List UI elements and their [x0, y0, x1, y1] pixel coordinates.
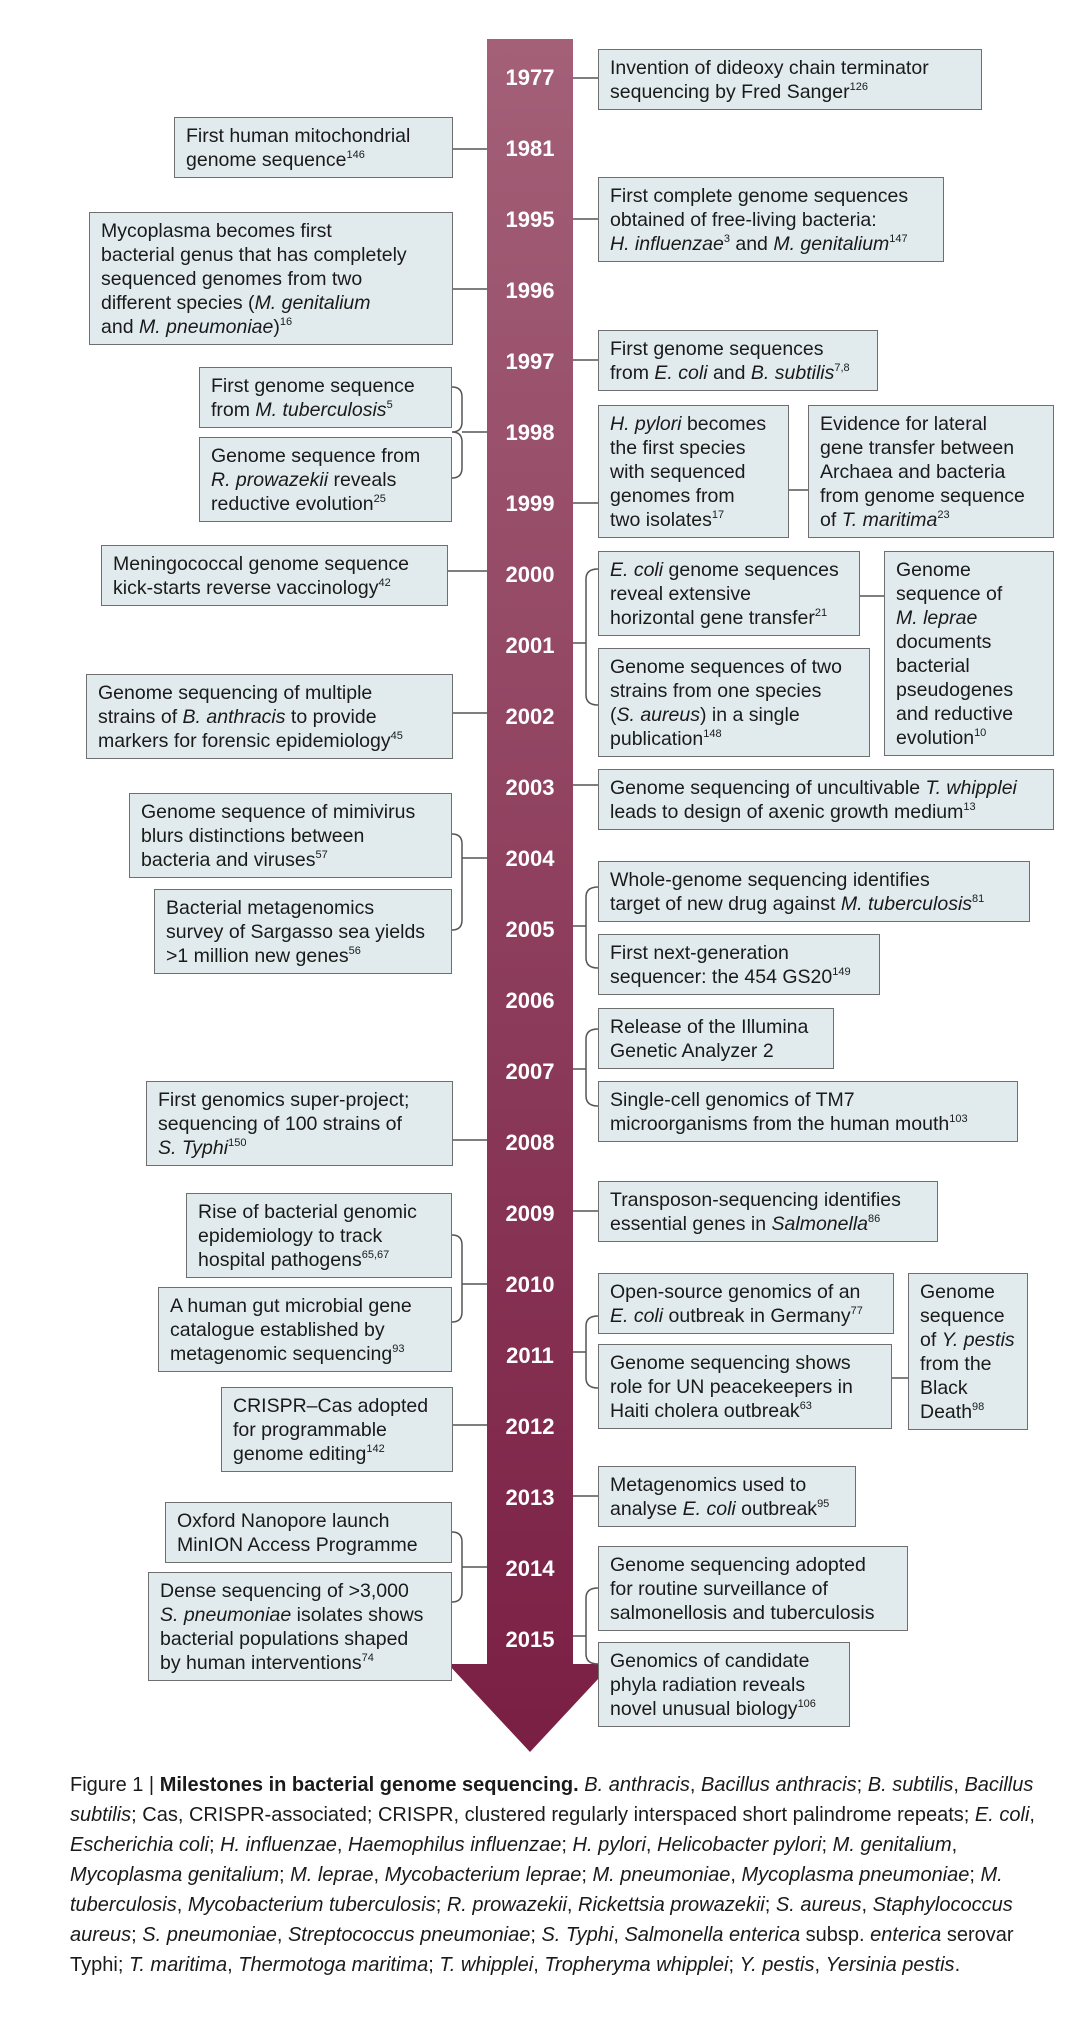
year-label: 2014 [505, 1556, 555, 1581]
abbreviation-entry: R. prowazekii, Rickettsia prowazekii; [446, 1894, 771, 1916]
abbreviation-entry: M. genitalium, Mycoplasma genitalium; [70, 1834, 958, 1886]
event-box-1995: First complete genome sequences obtained… [598, 177, 944, 262]
event-box-2008: First genomics super-project; sequencing… [146, 1081, 453, 1166]
event-box-2011-germany: Open-source genomics of an E. coli outbr… [598, 1273, 894, 1334]
event-box-2001-saureus: Genome sequences of two strains from one… [598, 648, 870, 757]
event-box-1977: Invention of dideoxy chain terminator se… [598, 49, 982, 110]
abbreviation-list: B. anthracis, Bacillus anthracis; B. sub… [70, 1774, 1035, 1976]
figure-number: Figure 1 | [70, 1774, 160, 1796]
abbreviation-entry: M. leprae, Mycobacterium leprae; [290, 1864, 587, 1886]
abbreviation-entry: Cas, CRISPR-associated; [142, 1804, 373, 1826]
abbreviation-entry: Y. pestis, Yersinia pestis. [739, 1954, 961, 1976]
year-label: 1981 [505, 136, 555, 161]
year-label: 2009 [505, 1201, 555, 1226]
abbreviation-entry: E. coli, Escherichia coli; [70, 1804, 1035, 1856]
year-label: 2002 [505, 704, 555, 729]
year-label: 1998 [505, 420, 555, 445]
event-box-2015-surveillance: Genome sequencing adopted for routine su… [598, 1546, 908, 1631]
event-box-2012: CRISPR–Cas adopted for programmable geno… [221, 1387, 453, 1472]
event-box-1999-pylori: H. pylori becomes the first species with… [598, 405, 789, 538]
event-box-1997: First genome sequences from E. coli and … [598, 330, 878, 391]
event-box-2001-leprae: Genome sequence of M. leprae documents b… [884, 551, 1054, 756]
year-label: 1999 [505, 491, 555, 516]
event-box-2002: Genome sequencing of multiple strains of… [86, 674, 453, 759]
abbreviation-entry: T. whipplei, Tropheryma whipplei; [439, 1954, 735, 1976]
abbreviation-entry: H. influenzae, Haemophilus influenzae; [220, 1834, 567, 1856]
event-box-1999-maritima: Evidence for lateral gene transfer betwe… [808, 405, 1054, 538]
event-box-2009: Transposon-sequencing identifies essenti… [598, 1181, 938, 1242]
event-box-2000: Meningococcal genome sequence kick-start… [101, 545, 448, 606]
event-box-1981: First human mitochondrial genome sequenc… [174, 117, 453, 178]
abbreviation-entry: CRISPR, clustered regularly interspaced … [377, 1804, 970, 1826]
year-label: 2004 [505, 846, 555, 871]
abbreviation-entry: M. tuberculosis, Mycobacterium tuberculo… [70, 1864, 1003, 1916]
connector-lines [448, 77, 908, 1665]
abbreviation-entry: M. pneumoniae, Mycoplasma pneumoniae; [592, 1864, 975, 1886]
event-box-2007-illumina: Release of the Illumina Genetic Analyzer… [598, 1008, 834, 1069]
year-label: 2000 [505, 562, 555, 587]
event-box-2013: Metagenomics used to analyse E. coli out… [598, 1466, 856, 1527]
abbreviation-entry: T. maritima, Thermotoga maritima; [128, 1954, 434, 1976]
event-box-2003: Genome sequencing of uncultivable T. whi… [598, 769, 1054, 830]
year-label: 2006 [505, 988, 555, 1013]
event-box-2014-nanopore: Oxford Nanopore launch MinION Access Pro… [165, 1502, 452, 1563]
abbreviation-entry: H. pylori, Helicobacter pylori; [572, 1834, 828, 1856]
timeline-arrow [448, 39, 612, 1752]
event-box-2005-drug-target: Whole-genome sequencing identifies targe… [598, 861, 1030, 922]
event-box-2007-tm7: Single-cell genomics of TM7 microorganis… [598, 1081, 1018, 1142]
event-box-2010-gut: A human gut microbial gene catalogue est… [158, 1287, 452, 1372]
abbreviation-entry: S. Typhi, Salmonella enterica subsp. ent… [70, 1924, 1014, 1976]
year-label: 2015 [505, 1627, 555, 1652]
event-box-1998-tuberculosis: First genome sequence from M. tuberculos… [199, 367, 452, 428]
year-label: 2001 [505, 633, 555, 658]
year-label: 2013 [505, 1485, 555, 1510]
event-box-2010-hospital: Rise of bacterial genomic epidemiology t… [186, 1193, 452, 1278]
year-label: 2007 [505, 1059, 555, 1084]
event-box-2004: Genome sequence of mimivirus blurs disti… [129, 793, 452, 878]
year-label: 2008 [505, 1130, 555, 1155]
year-label: 2003 [505, 775, 555, 800]
event-box-2005-454: First next-generation sequencer: the 454… [598, 934, 880, 995]
year-label: 2005 [505, 917, 555, 942]
abbreviation-entry: B. anthracis, Bacillus anthracis; [584, 1774, 863, 1796]
event-box-2011-haiti: Genome sequencing shows role for UN peac… [598, 1344, 892, 1429]
figure-title: Milestones in bacterial genome sequencin… [159, 1774, 579, 1796]
year-label: 1977 [505, 65, 555, 90]
year-label: 2010 [505, 1272, 555, 1297]
abbreviation-entry: B. subtilis, Bacillus subtilis; [70, 1774, 1034, 1826]
event-box-1996: Mycoplasma becomes first bacterial genus… [89, 212, 453, 345]
year-label: 1995 [505, 207, 555, 232]
year-label: 2012 [505, 1414, 555, 1439]
event-box-2015-cpr: Genomics of candidate phyla radiation re… [598, 1642, 850, 1727]
event-box-2014-pneumoniae: Dense sequencing of >3,000 S. pneumoniae… [148, 1572, 452, 1681]
event-box-1998-prowazekii: Genome sequence from R. prowazekii revea… [199, 437, 452, 522]
event-box-2011-pestis: Genome sequence of Y. pestis from the Bl… [908, 1273, 1028, 1430]
figure-caption: Figure 1 | Milestones in bacterial genom… [70, 1770, 1065, 1980]
year-label: 2011 [506, 1343, 554, 1368]
abbreviation-entry: S. aureus, Staphylococcus aureus; [70, 1894, 1013, 1946]
event-box-2001-ecoli: E. coli genome sequences reveal extensiv… [598, 551, 860, 636]
year-label: 1997 [505, 349, 555, 374]
event-box-2005-sargasso: Bacterial metagenomics survey of Sargass… [154, 889, 452, 974]
timeline-graphic [448, 39, 908, 1752]
abbreviation-entry: S. pneumoniae, Streptococcus pneumoniae; [142, 1924, 536, 1946]
year-label: 1996 [505, 278, 555, 303]
